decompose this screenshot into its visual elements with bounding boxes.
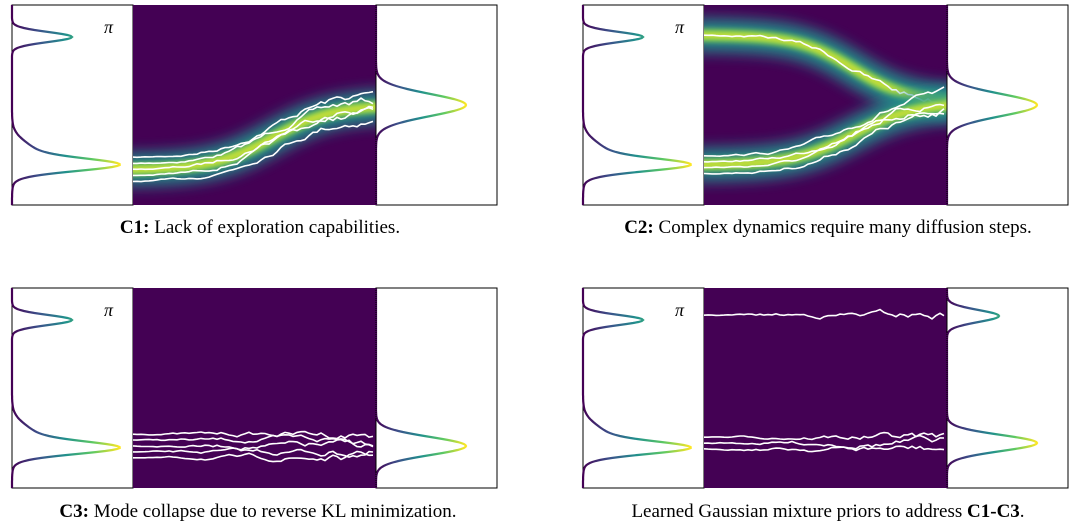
prior-box xyxy=(11,4,134,206)
trajectory xyxy=(704,34,945,106)
prior-box xyxy=(582,287,705,489)
panel: π xyxy=(581,4,1069,206)
target-box xyxy=(375,4,498,206)
caption-part: C2: xyxy=(624,217,654,238)
trajectory xyxy=(133,447,374,458)
symbol: π xyxy=(104,300,114,320)
target-box xyxy=(946,287,1069,489)
symbol: π xyxy=(675,300,685,320)
trajectory xyxy=(133,438,374,451)
caption: C2: Complex dynamics require many diffus… xyxy=(624,217,1032,238)
panel: π xyxy=(10,287,498,489)
panel: π xyxy=(10,4,498,206)
prior-density xyxy=(581,5,692,205)
trajectory xyxy=(704,445,945,453)
trajectory xyxy=(133,90,374,159)
trajectory xyxy=(133,106,374,177)
prior-box xyxy=(582,4,705,206)
trajectory xyxy=(704,308,945,320)
caption-part: C1: xyxy=(120,217,150,238)
trajectory xyxy=(704,86,945,158)
field xyxy=(704,18,947,182)
symbol: π xyxy=(675,17,685,37)
field xyxy=(133,429,376,463)
field xyxy=(704,298,947,460)
trajectory xyxy=(704,112,945,175)
trajectory xyxy=(133,433,374,448)
caption-part: Learned Gaussian mixture priors to addre… xyxy=(631,501,967,522)
trajectory xyxy=(133,97,374,165)
trajectory xyxy=(704,431,945,441)
trajectory xyxy=(704,434,945,450)
panel: π xyxy=(581,287,1069,489)
trajectory xyxy=(704,108,945,169)
caption-part: C3: xyxy=(59,501,89,522)
caption: C3: Mode collapse due to reverse KL mini… xyxy=(59,501,456,522)
prior-density xyxy=(10,5,121,205)
symbol: π xyxy=(104,17,114,37)
caption-part: Mode collapse due to reverse KL minimiza… xyxy=(89,501,457,522)
caption-part: Lack of exploration capabilities. xyxy=(149,217,400,238)
caption: Learned Gaussian mixture priors to addre… xyxy=(631,501,1024,522)
field xyxy=(133,89,376,187)
target-box xyxy=(375,287,498,489)
trajectory xyxy=(133,450,374,463)
caption-part: C1-C3 xyxy=(967,501,1020,522)
caption-part: . xyxy=(1020,501,1025,522)
trajectory xyxy=(704,103,945,163)
prior-box xyxy=(11,287,134,489)
prior-density xyxy=(581,288,692,488)
trajectory xyxy=(133,120,374,183)
target-box xyxy=(946,4,1069,206)
caption: C1: Lack of exploration capabilities. xyxy=(120,217,400,238)
prior-density xyxy=(10,288,121,488)
caption-part: Complex dynamics require many diffusion … xyxy=(654,217,1032,238)
